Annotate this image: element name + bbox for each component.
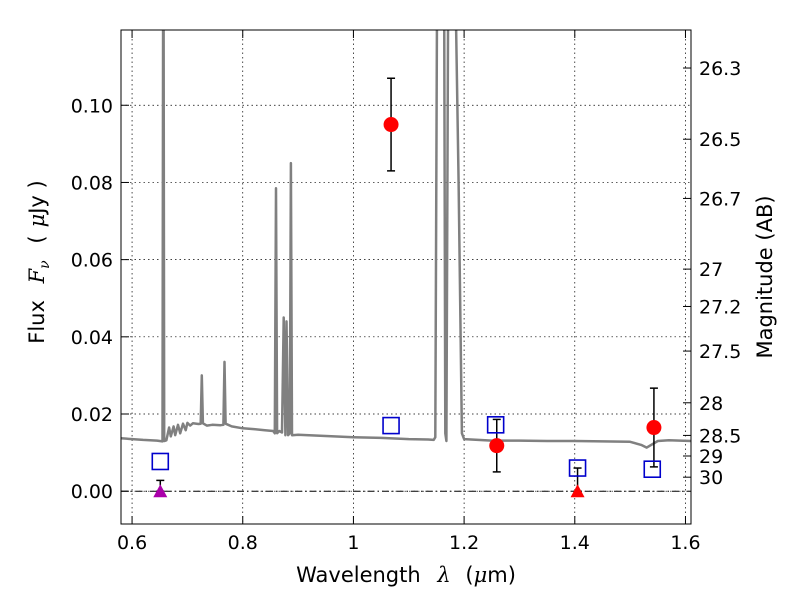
y-axis-title-unit-mu: μ — [25, 214, 49, 228]
x-axis-title-unit-mu: μ — [474, 563, 488, 587]
y-axis-title-unit-rest: Jy ) — [25, 180, 49, 216]
y-tick-label: 0.08 — [71, 172, 113, 194]
grid — [121, 30, 691, 524]
y-tick-label: 0.04 — [71, 327, 113, 349]
observed-flux-point — [646, 420, 662, 436]
x-axis: 0.6 0.8 1 1.2 1.4 1.6 — [117, 30, 701, 554]
y-tick-label: 0.06 — [71, 250, 113, 272]
observed-flux-point — [489, 438, 505, 454]
x-tick-label: 1 — [347, 532, 359, 554]
model-flux-square — [382, 416, 400, 435]
y-axis-title-symbol: F — [25, 267, 49, 284]
model-spectrum-line — [121, 30, 691, 449]
x-axis-title: Wavelength λ (μm) — [296, 563, 516, 587]
plot-background — [121, 30, 691, 524]
magnitude-axis-title: Magnitude (AB) — [753, 195, 777, 358]
model-flux-square — [568, 459, 587, 477]
y-tick-label: 0.10 — [71, 95, 113, 117]
magnitude-tick-label: 26.5 — [699, 129, 741, 151]
x-tick-label: 1.4 — [560, 532, 590, 554]
x-axis-title-unit-rest: m) — [487, 563, 516, 587]
magnitude-tick-label: 26.7 — [699, 188, 741, 210]
y-tick-label: 0.02 — [71, 404, 113, 426]
magnitude-tick-label: 28.5 — [699, 425, 741, 447]
y-axis-title-text: Flux — [25, 300, 49, 344]
plot-frame — [120, 29, 692, 525]
upper-limit-triangle — [153, 484, 168, 498]
magnitude-tick-label: 30 — [699, 467, 723, 489]
x-tick-label: 0.8 — [228, 532, 258, 554]
magnitude-tick-label: 26.3 — [699, 58, 741, 80]
magnitude-tick-label: 28 — [699, 393, 723, 415]
model-flux-square — [643, 460, 662, 478]
markers — [151, 117, 662, 498]
plot-area — [121, 30, 691, 498]
y-tick-label: 0.00 — [71, 481, 113, 503]
y-axis-title: Flux Fν ( μJy ) — [25, 180, 54, 343]
magnitude-tick-label: 27.2 — [699, 296, 741, 318]
observed-flux-point — [383, 117, 399, 133]
x-tick-label: 1.2 — [449, 532, 479, 554]
model-spectrum — [121, 30, 691, 449]
x-tick-label: 0.6 — [117, 532, 147, 554]
x-axis-title-text: Wavelength — [296, 563, 421, 587]
x-axis-title-unit-open: ( — [465, 563, 473, 587]
y-axis: 0.00 0.02 0.04 0.06 0.08 0.10 — [71, 95, 129, 503]
x-tick-label: 1.6 — [670, 532, 700, 554]
y-axis-title-sub: ν — [37, 260, 53, 269]
x-axis-title-symbol: λ — [436, 563, 450, 587]
magnitude-tick-label: 27 — [699, 259, 723, 281]
magnitude-tick-label: 29 — [699, 446, 723, 468]
y-axis-title-unit-open: ( — [25, 235, 49, 243]
upper-limit-triangle — [570, 484, 585, 498]
model-flux-square — [151, 452, 170, 471]
model-flux-square — [486, 416, 505, 434]
magnitude-tick-label: 27.5 — [699, 341, 741, 363]
